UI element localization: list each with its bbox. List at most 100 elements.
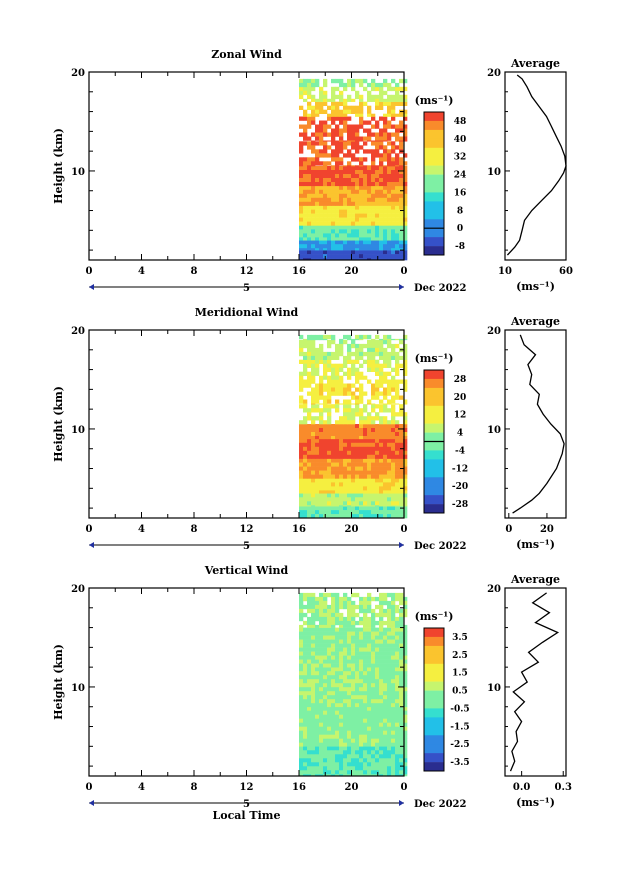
heatmap-cell [303, 221, 308, 226]
heatmap-cell [311, 149, 316, 154]
heatmap-cell [307, 770, 312, 775]
heatmap-cell [335, 371, 340, 376]
heatmap-cell [395, 679, 400, 684]
heatmap-cell [371, 683, 376, 688]
heatmap-cell [395, 182, 400, 187]
heatmap-cell [359, 663, 364, 668]
heatmap-cell [339, 205, 344, 210]
heatmap-cell [399, 730, 404, 735]
heatmap-cell [351, 432, 356, 437]
heatmap-cell [371, 703, 376, 708]
heatmap-cell [331, 250, 336, 255]
heatmap-cell [379, 482, 384, 487]
heatmap-cell [331, 438, 336, 444]
heatmap-cell [303, 165, 308, 167]
heatmap-cell [319, 120, 324, 125]
heatmap-cell [387, 612, 392, 618]
heatmap-cell [303, 635, 308, 640]
heatmap-cell [323, 375, 328, 380]
heatmap-cell [347, 490, 352, 494]
heatmap-cell [339, 722, 344, 727]
heatmap-cell [299, 141, 304, 146]
heatmap-cell [387, 710, 392, 715]
heatmap-cell [399, 710, 404, 715]
heatmap-cell [355, 695, 360, 700]
heatmap-cell [315, 209, 320, 214]
heatmap-cell [303, 182, 308, 187]
heatmap-cell [355, 663, 360, 668]
heatmap-cell [395, 687, 400, 692]
heatmap-cell [363, 616, 368, 622]
heatmap-cell [323, 659, 328, 664]
heatmap-cell [299, 442, 304, 448]
heatmap-cell [307, 506, 312, 511]
heatmap-cell [303, 185, 308, 191]
heatmap-cell [315, 201, 320, 206]
heatmap-cell [331, 750, 336, 755]
heatmap-cell [395, 213, 400, 218]
heatmap-cell [307, 145, 312, 150]
heatmap-cell [379, 746, 384, 751]
heatmap-cell [331, 105, 336, 110]
heatmap-cell [331, 758, 336, 763]
heatmap-cell [383, 116, 388, 121]
heatmap-cell [307, 687, 312, 692]
heatmap-cell [319, 178, 324, 183]
heatmap-cell [383, 643, 388, 648]
heatmap-cell [355, 258, 360, 261]
heatmap-cell [339, 691, 344, 696]
heatmap-cell [327, 98, 332, 102]
heatmap-cell [375, 612, 380, 618]
heatmap-cell [367, 608, 372, 614]
heatmap-cell [363, 193, 368, 199]
heatmap-cell [307, 450, 312, 456]
heatmap-cell [323, 145, 328, 150]
heatmap-cell [363, 404, 368, 409]
heatmap-cell [327, 145, 332, 150]
heatmap-cell [387, 213, 392, 218]
heatmap-cell [331, 454, 336, 459]
heatmap-cell [331, 683, 336, 688]
heatmap-cell [339, 651, 344, 656]
heatmap-cell [403, 383, 408, 388]
heatmap-cell [363, 458, 368, 463]
heatmap-cell [375, 442, 380, 448]
heatmap-cell [359, 391, 364, 396]
heatmap-cell [403, 762, 408, 767]
panel-title: Vertical Wind [204, 564, 289, 577]
heatmap-cell [399, 766, 404, 771]
heatmap-cell [347, 124, 352, 129]
heatmap-cell [363, 762, 368, 767]
heatmap-cell [375, 412, 380, 417]
heatmap-cell [351, 424, 356, 429]
heatmap-cell [363, 205, 368, 210]
heatmap-cell [395, 424, 400, 429]
heatmap-cell [319, 347, 324, 353]
heatmap-cell [339, 387, 344, 392]
heatmap-cell [303, 205, 308, 210]
heatmap-cell [379, 600, 384, 606]
heatmap-cell [363, 446, 368, 452]
heatmap-cell [299, 205, 304, 210]
heatmap-cell [367, 635, 372, 640]
heatmap-cell [323, 620, 328, 626]
heatmap-cell [351, 466, 356, 471]
heatmap-cell [307, 604, 312, 610]
heatmap-cell [367, 655, 372, 660]
heatmap-cell [383, 627, 388, 632]
heatmap-cell [379, 404, 384, 409]
heatmap-cell [299, 703, 304, 708]
heatmap-cell [299, 94, 304, 100]
heatmap-cell [403, 244, 408, 249]
heatmap-cell [323, 726, 328, 731]
heatmap-cell [375, 174, 380, 179]
heatmap-cell [379, 695, 384, 700]
heatmap-cell [323, 639, 328, 644]
heatmap-cell [375, 145, 380, 150]
heatmap-cell [371, 706, 376, 711]
heatmap-cell [351, 132, 356, 137]
heatmap-cell [303, 254, 308, 259]
heatmap-cell [319, 395, 324, 400]
heatmap-cell [315, 750, 320, 755]
heatmap-cell [343, 420, 348, 425]
